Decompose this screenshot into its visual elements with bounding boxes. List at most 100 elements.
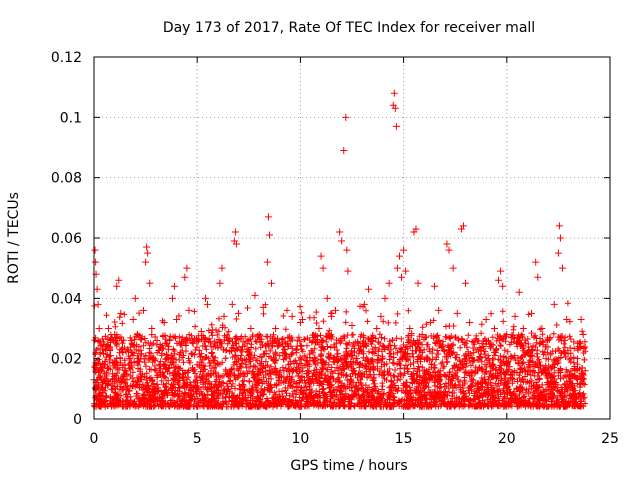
data-point [150,355,158,363]
data-point [208,349,216,357]
data-point [263,258,271,266]
data-point [96,349,104,357]
x-tick-label: 25 [601,431,619,447]
data-point [111,331,119,339]
data-point [133,331,141,339]
data-point [119,349,127,357]
data-point [579,331,587,339]
data-point [95,325,103,332]
data-point [340,147,348,155]
data-point [170,282,178,290]
data-point [398,273,406,281]
x-tick-label: 5 [193,431,202,447]
x-tick-label: 0 [90,431,99,447]
data-point [435,306,443,314]
data-point [381,294,389,302]
data-point [563,315,571,323]
data-point [377,312,385,320]
data-point [519,325,527,332]
grid-lines [94,57,610,419]
data-point [148,325,156,332]
data-point [532,258,540,266]
data-point [385,279,393,287]
data-point [342,113,350,121]
data-point [431,282,439,290]
data-point [400,246,408,254]
data-point [185,306,193,314]
data-point [247,325,255,332]
data-point [173,315,181,323]
data-point [272,325,280,332]
data-point [243,364,251,372]
data-point [534,273,542,281]
data-point [360,300,368,308]
data-point [482,315,490,323]
data-point [470,349,478,357]
data-point [143,243,151,251]
data-point [97,364,105,372]
axis-ticks [93,56,611,420]
data-point [414,279,422,287]
data-point [422,355,430,363]
data-point [571,373,579,381]
data-point [152,367,160,375]
data-point [390,89,398,97]
data-point [317,252,325,260]
data-point [445,246,453,254]
data-point [123,376,131,384]
data-point [288,312,296,320]
data-point [125,355,133,363]
data-point [137,373,145,381]
data-point [228,300,236,308]
data-point [129,315,137,323]
data-point [338,237,346,245]
data-point [140,306,148,314]
data-point [220,312,228,320]
data-point [490,325,498,332]
data-point [265,231,273,239]
data-point [251,291,259,299]
data-point [92,258,100,266]
data-point [466,318,474,326]
data-point [538,325,546,332]
data-point [239,343,247,351]
data-point [459,222,467,230]
data-point [462,279,470,287]
data-point [117,309,125,317]
y-tick-label: 0.1 [60,110,82,126]
data-point [486,343,494,351]
data-point [412,225,420,233]
data-point [189,340,197,348]
data-point [474,367,482,375]
data-point [581,367,589,375]
data-point [160,318,168,326]
data-point [91,246,99,254]
y-tick-labels: 0 0.02 0.04 0.06 0.08 0.1 0.12 [51,50,82,428]
data-point [94,300,102,308]
y-tick-label: 0.04 [51,291,82,307]
data-point [264,213,272,221]
data-point [373,325,381,332]
data-point [131,294,139,302]
data-point [201,294,209,302]
y-tick-label: 0 [73,412,82,428]
data-point [231,228,239,236]
data-points [90,89,589,387]
x-tick-label: 10 [291,431,309,447]
data-point [542,355,550,363]
data-point [495,276,503,284]
x-tick-label: 15 [395,431,413,447]
data-point [426,318,434,326]
data-point [511,312,519,320]
data-point [298,315,306,323]
data-point [365,285,373,293]
data-point [395,252,403,260]
data-point [556,234,564,242]
data-point [343,246,351,254]
data-point [259,303,267,311]
data-point [204,300,212,308]
data-point [197,328,205,336]
data-point [292,349,300,357]
data-point [98,379,106,387]
data-point [319,264,327,272]
